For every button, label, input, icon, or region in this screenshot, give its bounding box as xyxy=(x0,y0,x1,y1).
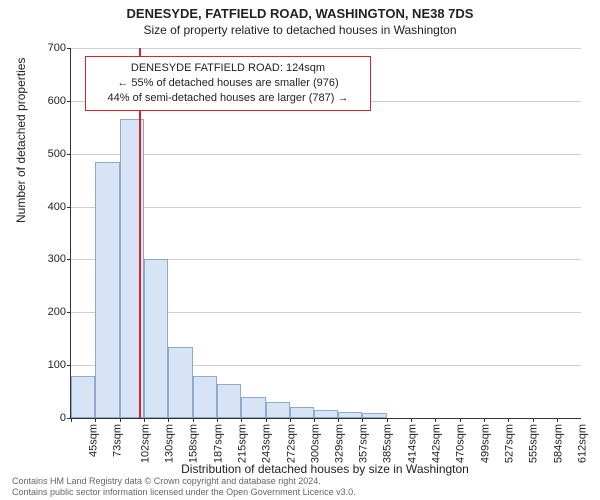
x-tick-label: 357sqm xyxy=(358,424,370,463)
x-tick-label: 527sqm xyxy=(504,424,516,463)
y-tick-label: 200 xyxy=(31,306,66,318)
attribution-line-2: Contains public sector information licen… xyxy=(12,487,356,498)
callout-line-1: DENESYDE FATFIELD ROAD: 124sqm xyxy=(94,61,362,76)
x-tick-mark xyxy=(193,418,194,422)
x-tick-mark xyxy=(387,418,388,422)
histogram-bar xyxy=(71,376,95,418)
histogram-bar xyxy=(168,347,193,418)
histogram-bar xyxy=(362,413,387,418)
y-tick-label: 700 xyxy=(31,42,66,54)
x-tick-mark xyxy=(411,418,412,422)
x-tick-label: 187sqm xyxy=(212,424,224,463)
y-tick-label: 0 xyxy=(31,412,66,424)
x-tick-label: 300sqm xyxy=(309,424,321,463)
x-tick-mark xyxy=(508,418,509,422)
histogram-bar xyxy=(266,402,290,418)
x-tick-mark xyxy=(533,418,534,422)
y-tick-label: 300 xyxy=(31,253,66,265)
chart-subtitle: Size of property relative to detached ho… xyxy=(0,23,600,37)
x-axis-label: Distribution of detached houses by size … xyxy=(70,462,580,476)
x-tick-label: 385sqm xyxy=(382,424,394,463)
x-tick-mark xyxy=(290,418,291,422)
chart-root: DENESYDE, FATFIELD ROAD, WASHINGTON, NE3… xyxy=(0,0,600,500)
x-tick-label: 102sqm xyxy=(139,424,151,463)
x-tick-mark xyxy=(144,418,145,422)
x-tick-label: 45sqm xyxy=(88,424,100,457)
x-tick-mark xyxy=(460,418,461,422)
x-tick-label: 130sqm xyxy=(163,424,175,463)
attribution: Contains HM Land Registry data © Crown c… xyxy=(12,476,356,498)
x-tick-mark xyxy=(168,418,169,422)
y-tick-label: 500 xyxy=(31,148,66,160)
x-tick-mark xyxy=(484,418,485,422)
x-tick-label: 499sqm xyxy=(480,424,492,463)
x-tick-mark xyxy=(557,418,558,422)
x-tick-label: 73sqm xyxy=(112,424,124,457)
x-tick-mark xyxy=(120,418,121,422)
property-callout: DENESYDE FATFIELD ROAD: 124sqm ← 55% of … xyxy=(85,56,371,111)
x-tick-mark xyxy=(314,418,315,422)
x-tick-mark xyxy=(217,418,218,422)
histogram-bar xyxy=(193,376,217,418)
x-tick-mark xyxy=(95,418,96,422)
x-tick-mark xyxy=(71,418,72,422)
x-tick-label: 442sqm xyxy=(431,424,443,463)
histogram-bar xyxy=(95,162,120,418)
histogram-bar xyxy=(290,407,315,418)
histogram-bar xyxy=(217,384,241,418)
x-tick-label: 612sqm xyxy=(577,424,589,463)
y-axis-label: Number of detached properties xyxy=(14,58,28,223)
x-tick-label: 555sqm xyxy=(528,424,540,463)
histogram-bar xyxy=(144,259,168,418)
callout-line-3: 44% of semi-detached houses are larger (… xyxy=(94,91,362,106)
histogram-bar xyxy=(241,397,266,418)
y-tick-label: 400 xyxy=(31,201,66,213)
attribution-line-1: Contains HM Land Registry data © Crown c… xyxy=(12,476,356,487)
x-tick-label: 470sqm xyxy=(455,424,467,463)
x-tick-mark xyxy=(362,418,363,422)
x-tick-label: 243sqm xyxy=(260,424,272,463)
x-tick-mark xyxy=(435,418,436,422)
x-tick-label: 158sqm xyxy=(187,424,199,463)
x-tick-mark xyxy=(266,418,267,422)
histogram-bar xyxy=(314,410,338,418)
histogram-bar xyxy=(338,412,362,418)
chart-titles: DENESYDE, FATFIELD ROAD, WASHINGTON, NE3… xyxy=(0,0,600,37)
y-tick-label: 600 xyxy=(31,95,66,107)
x-tick-label: 584sqm xyxy=(553,424,565,463)
y-tick-label: 100 xyxy=(31,359,66,371)
callout-line-2: ← 55% of detached houses are smaller (97… xyxy=(94,76,362,91)
x-tick-label: 329sqm xyxy=(334,424,346,463)
chart-title-main: DENESYDE, FATFIELD ROAD, WASHINGTON, NE3… xyxy=(0,6,600,21)
x-tick-mark xyxy=(338,418,339,422)
x-tick-label: 414sqm xyxy=(407,424,419,463)
x-tick-label: 272sqm xyxy=(285,424,297,463)
x-tick-label: 215sqm xyxy=(236,424,248,463)
x-tick-mark xyxy=(241,418,242,422)
